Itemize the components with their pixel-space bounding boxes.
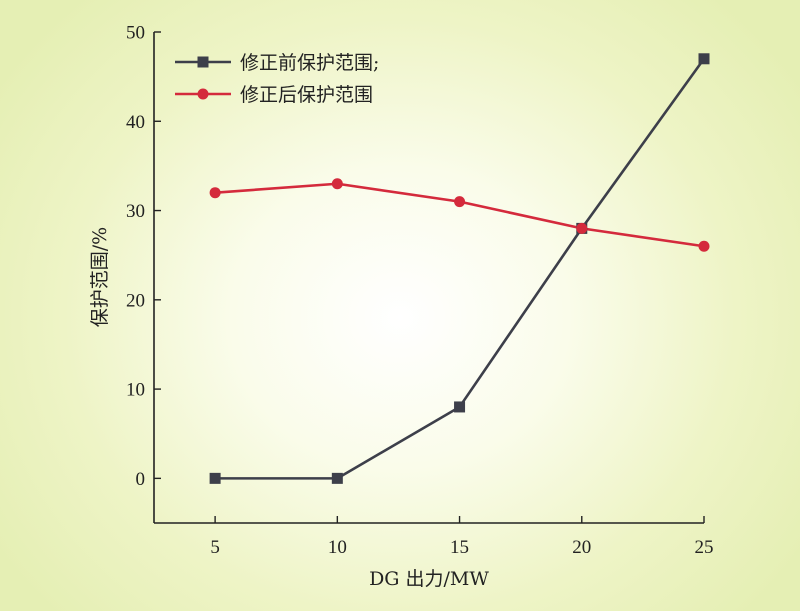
legend-label-after: 修正后保护范围 (240, 84, 373, 106)
y-ticks: 0 10 20 30 40 50 (126, 23, 161, 490)
legend-entry-before: 修正前保护范围; (175, 52, 379, 74)
series-0-point (454, 401, 466, 413)
x-ticks: 5 10 15 20 25 (210, 516, 714, 558)
y-tick-label: 50 (126, 23, 145, 44)
series-1-point (209, 187, 221, 199)
y-tick-label: 20 (126, 290, 145, 311)
series-line-1 (215, 182, 705, 248)
series-1-point (454, 196, 466, 208)
series-0-point (209, 472, 221, 484)
legend-label-before: 修正前保护范围; (240, 52, 379, 74)
series-layer (209, 53, 710, 484)
series-1-point (576, 222, 588, 234)
y-tick-label: 40 (126, 112, 145, 133)
legend-marker-before (197, 56, 209, 68)
series-0-point (698, 53, 710, 65)
series-0-point (331, 472, 343, 484)
y-axis-title: 保护范围/% (89, 227, 111, 327)
legend-marker-after (197, 88, 209, 100)
x-tick-label: 20 (572, 537, 591, 558)
series-1-point (331, 178, 343, 190)
series-1-point (698, 240, 710, 252)
x-axis-title: DG 出力/MW (369, 568, 489, 590)
x-tick-label: 10 (328, 537, 347, 558)
legend-entry-after: 修正后保护范围 (175, 84, 373, 106)
series-line-0 (215, 58, 706, 480)
x-tick-label: 5 (210, 537, 220, 558)
axes (153, 32, 704, 524)
y-tick-label: 10 (126, 380, 145, 401)
x-tick-label: 15 (450, 537, 469, 558)
legend: 修正前保护范围; 修正后保护范围 (175, 52, 379, 106)
y-tick-label: 0 (136, 469, 146, 490)
y-tick-label: 30 (126, 201, 145, 222)
x-tick-label: 25 (695, 537, 714, 558)
